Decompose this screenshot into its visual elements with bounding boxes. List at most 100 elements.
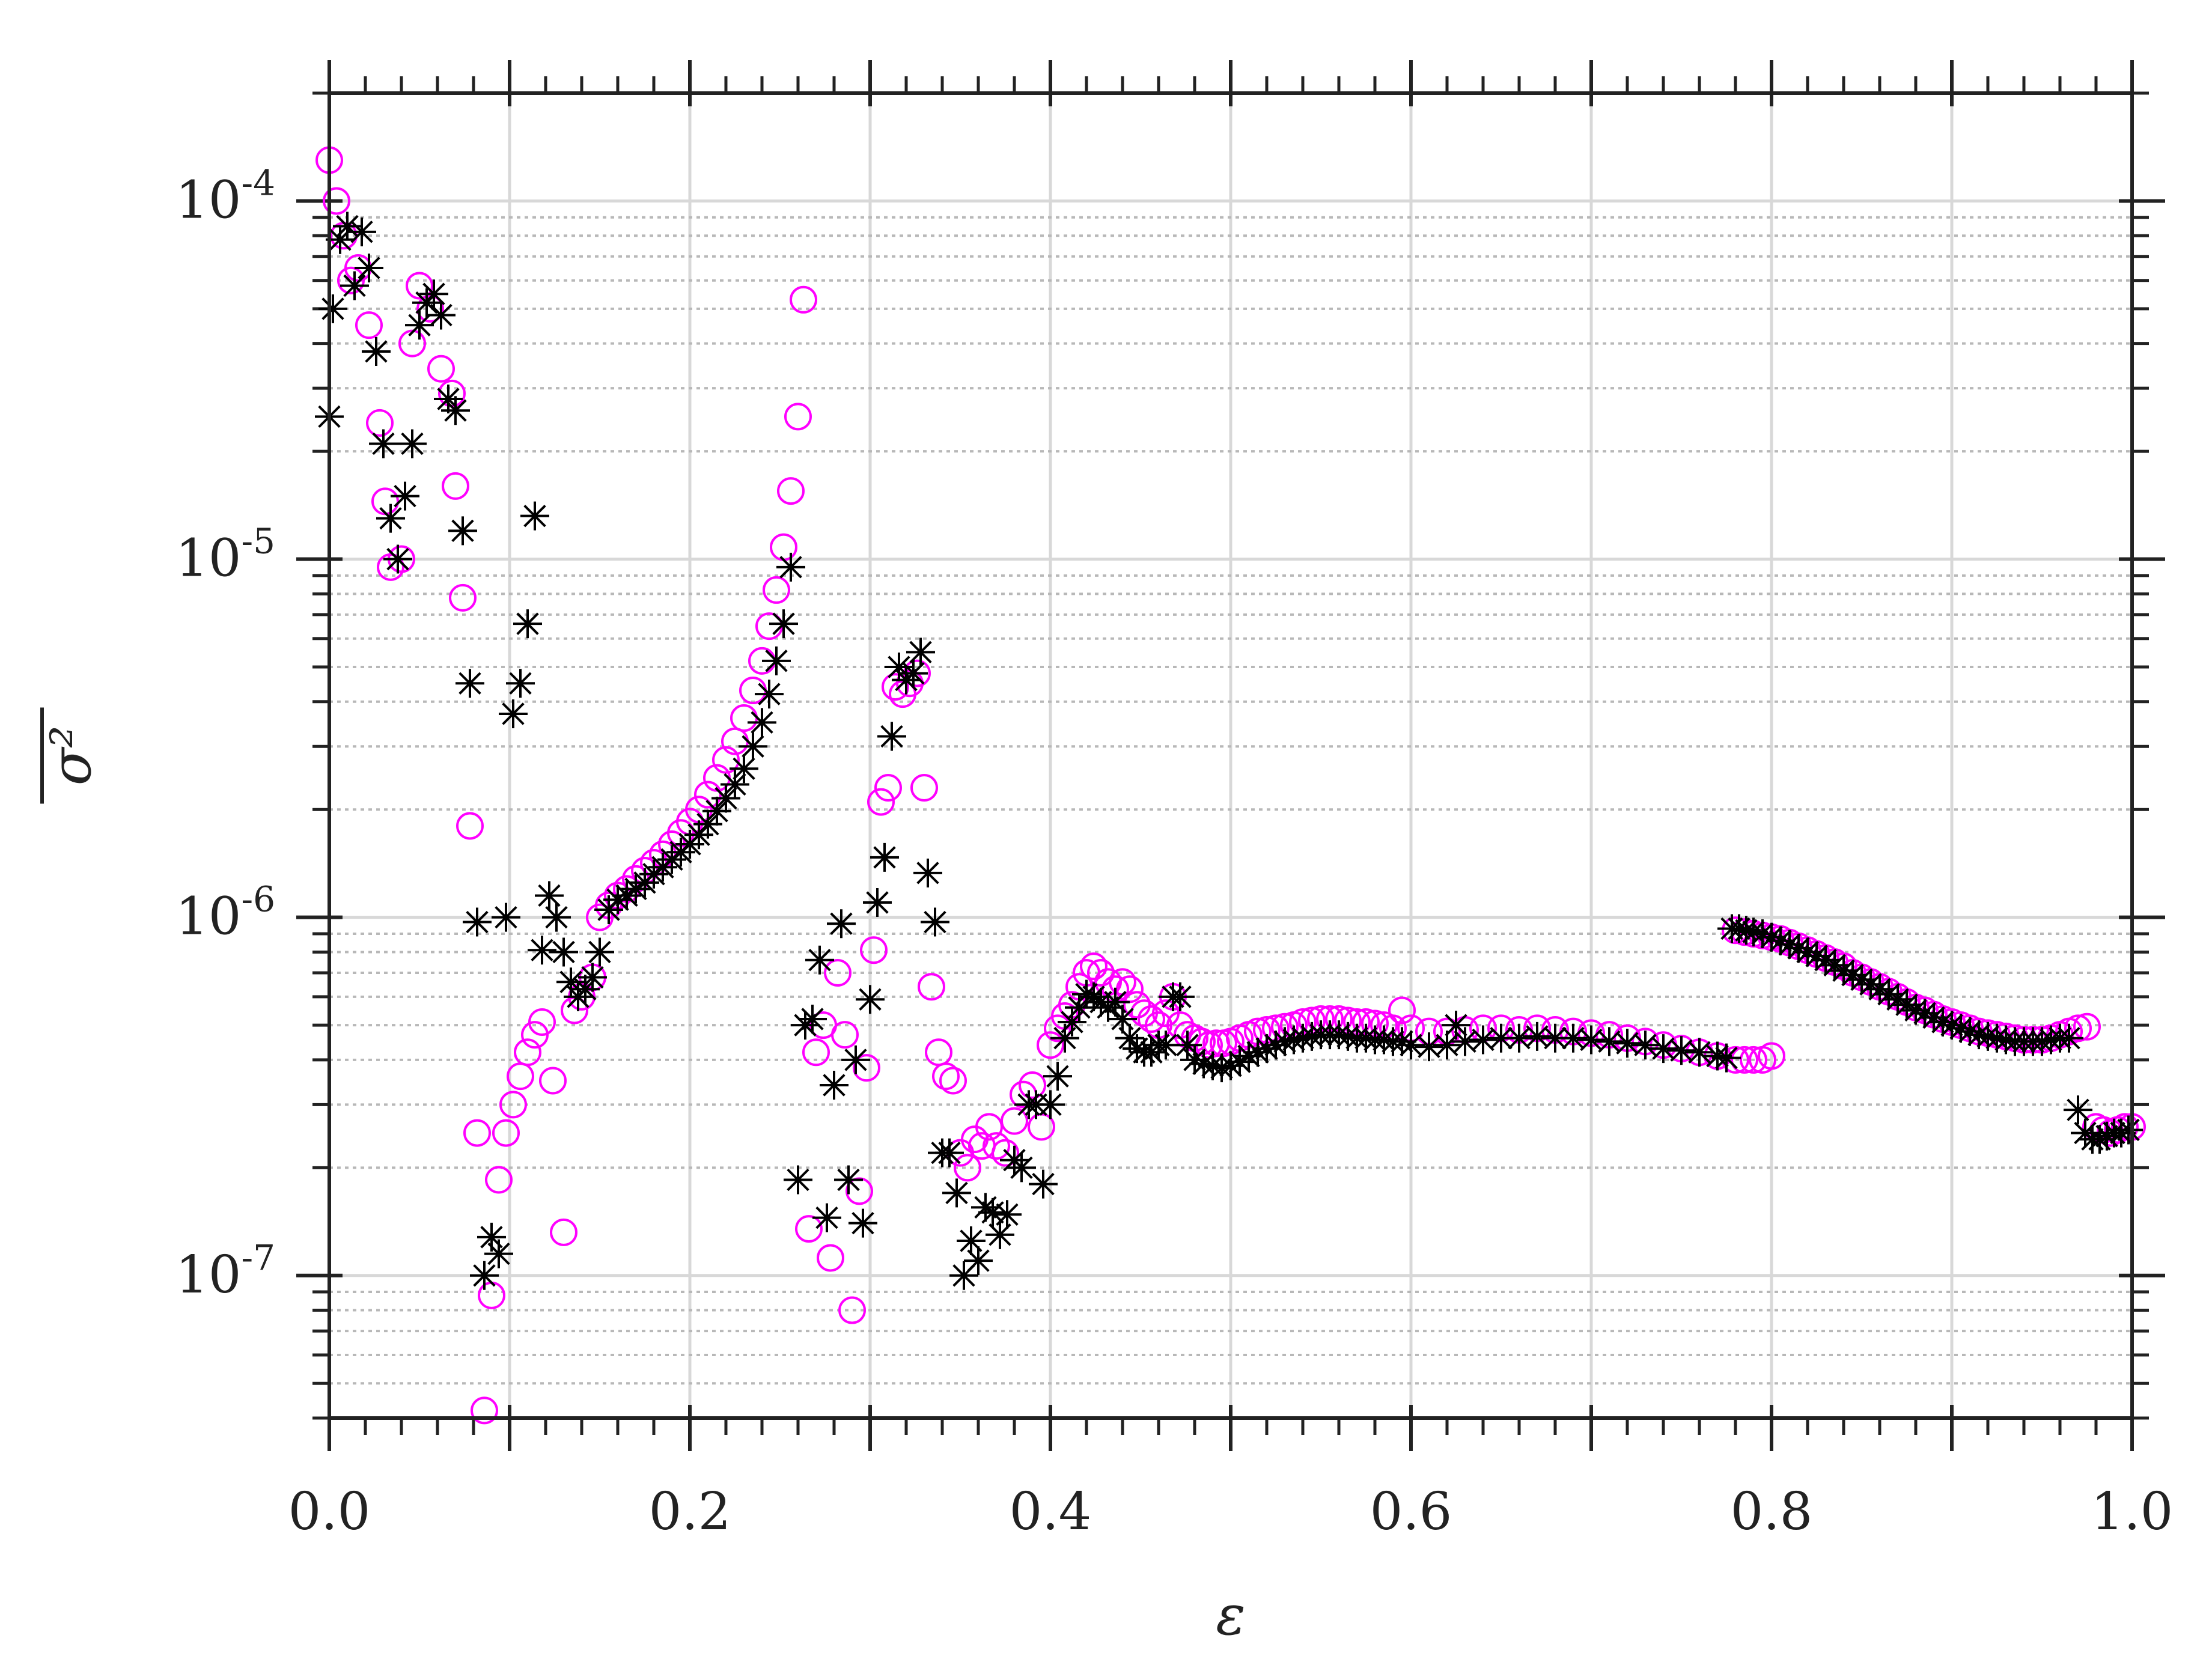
asterisk-point <box>427 300 456 330</box>
circle-point <box>918 973 945 1001</box>
circle-point <box>442 472 469 500</box>
asterisk-point <box>921 907 949 937</box>
asterisk-point <box>1703 1041 1732 1071</box>
asterisk-point <box>1802 941 1831 970</box>
asterisk-point <box>1333 1021 1362 1051</box>
circle-point <box>1138 1005 1165 1033</box>
asterisk-point <box>1766 926 1795 955</box>
circle-point <box>802 1038 830 1067</box>
x-tick-label: 0.4 <box>1010 1482 1092 1542</box>
circle-point <box>992 1139 1019 1167</box>
asterisk-point <box>340 271 369 300</box>
asterisk-point <box>470 1261 499 1290</box>
circle-point <box>449 583 477 612</box>
asterisk-point <box>1946 1014 1975 1043</box>
asterisk-point <box>798 1004 827 1033</box>
asterisk-point <box>1173 1030 1202 1060</box>
asterisk-point <box>935 1138 964 1167</box>
asterisk-point <box>1351 1023 1380 1053</box>
circle-point <box>514 1038 541 1067</box>
asterisk-point <box>805 945 834 975</box>
asterisk-point <box>1297 1021 1326 1051</box>
asterisk-point <box>419 279 448 309</box>
asterisk-point <box>549 937 578 967</box>
circle-point <box>795 1215 823 1243</box>
asterisk-point <box>2114 1115 2143 1145</box>
x-tick-label: 0.2 <box>649 1482 731 1542</box>
asterisk-point <box>499 699 528 728</box>
asterisk-point <box>841 1045 870 1074</box>
asterisk-point <box>1415 1032 1443 1062</box>
asterisk-point <box>492 903 520 932</box>
asterisk-point <box>755 680 784 709</box>
asterisk-point <box>1487 1023 1516 1053</box>
asterisk-point <box>1667 1036 1696 1065</box>
asterisk-point <box>2107 1118 2136 1148</box>
asterisk-point <box>1108 1004 1137 1033</box>
circle-point <box>882 673 909 701</box>
asterisk-point <box>1397 1030 1425 1060</box>
asterisk-point <box>1856 970 1885 999</box>
asterisk-point <box>1847 965 1876 994</box>
circle-point <box>777 477 805 505</box>
y-tick-label-exponent: -6 <box>242 879 276 920</box>
series-asterisk <box>315 212 2143 1290</box>
y-tick-label-base: 10 <box>175 1245 241 1305</box>
x-tick-label: 0.0 <box>288 1482 371 1542</box>
x-tick-labels: 0.0 0.2 0.4 0.6 0.8 1.0 <box>288 1482 2174 1542</box>
asterisk-point <box>1058 1007 1086 1037</box>
circle-point <box>845 1177 873 1205</box>
asterisk-point <box>1261 1030 1290 1060</box>
circle-point <box>539 1067 567 1095</box>
asterisk-point <box>769 609 798 639</box>
asterisk-point <box>528 936 556 965</box>
asterisk-point <box>1050 1023 1079 1053</box>
asterisk-point <box>1270 1027 1299 1056</box>
asterisk-point <box>834 1165 863 1195</box>
asterisk-point <box>1370 1025 1398 1055</box>
circle-point <box>1731 1046 1758 1074</box>
circle-point <box>1001 1107 1028 1135</box>
asterisk-point <box>376 504 405 533</box>
circle-point <box>1080 952 1108 981</box>
asterisk-point <box>1928 1007 1957 1037</box>
y-tick-label-exponent: -7 <box>242 1237 276 1278</box>
asterisk-point <box>1442 1011 1470 1040</box>
asterisk-point <box>1811 945 1840 975</box>
y-tick-label: 10-6 <box>175 879 275 947</box>
circle-point <box>763 576 790 604</box>
asterisk-point <box>441 396 470 425</box>
data-series <box>315 146 2146 1425</box>
asterisk-point <box>1189 1049 1218 1079</box>
circle-point <box>712 746 740 774</box>
asterisk-point <box>2085 1125 2114 1154</box>
asterisk-point <box>612 881 641 910</box>
asterisk-point <box>2064 1095 2092 1125</box>
y-tick-label: 10-4 <box>175 162 275 230</box>
asterisk-point <box>1982 1023 2011 1053</box>
asterisk-point <box>578 963 607 992</box>
plot-frame <box>328 91 2134 1420</box>
asterisk-point <box>639 859 668 889</box>
asterisk-point <box>556 967 585 997</box>
x-tick-label: 0.8 <box>1731 1482 1813 1542</box>
asterisk-point <box>398 429 427 458</box>
circle-point <box>939 1067 967 1095</box>
circle-point <box>2073 1012 2101 1041</box>
asterisk-point <box>1991 1025 2020 1055</box>
asterisk-point <box>355 253 383 282</box>
y-axis-label-group: σ² <box>39 707 103 804</box>
circle-point <box>1037 1031 1064 1059</box>
asterisk-point <box>1072 979 1101 1009</box>
x-tick-label: 1.0 <box>2091 1482 2174 1542</box>
y-tick-labels: 10-710-610-510-4 <box>175 162 275 1304</box>
circle-point <box>954 1154 981 1182</box>
asterisk-point <box>1279 1025 1308 1055</box>
circle-point <box>975 1113 1003 1141</box>
asterisk-point <box>1505 1023 1534 1053</box>
asterisk-point <box>1180 1045 1209 1074</box>
circle-point <box>485 1166 513 1194</box>
asterisk-point <box>2055 1023 2083 1053</box>
circle-point <box>2064 1014 2092 1043</box>
